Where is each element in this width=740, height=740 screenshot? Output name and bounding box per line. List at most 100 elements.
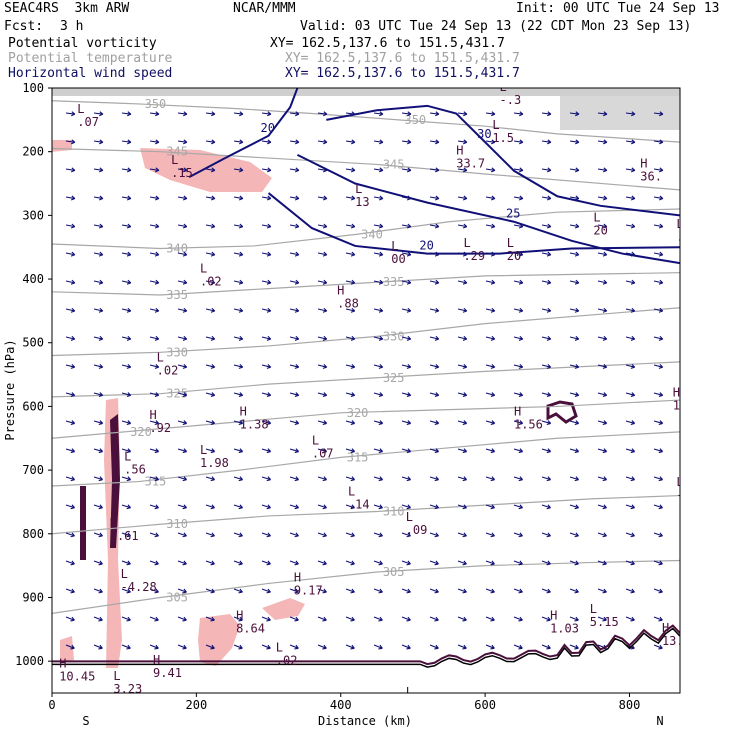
wind-arrow-200 [121, 363, 132, 369]
wind-arrow-235 [485, 392, 496, 397]
wind-arrow-403 [261, 616, 271, 622]
wind-arrow-417 [653, 616, 663, 622]
extremum-type-33: H [59, 656, 66, 670]
extremum-type-35: H [153, 653, 160, 667]
wind-arrow-20 [625, 111, 636, 117]
theta-contour-label-320-1: 320 [347, 406, 369, 420]
wind-arrow-280 [513, 448, 524, 454]
theta-contour-label-315-1: 315 [347, 450, 369, 464]
model-title: SEAC4RS 3km ARW [4, 1, 130, 16]
extremum-type-36: L [406, 685, 413, 699]
wind-arrow-236 [513, 392, 524, 397]
extremum-type-27: H [294, 570, 301, 584]
wind-arrow-170 [513, 307, 524, 313]
wind-arrow-74 [289, 195, 300, 201]
wind-arrow-2 [121, 111, 132, 117]
wind-arrow-216 [569, 363, 580, 369]
wind-arrow-70 [177, 195, 188, 201]
y-tick-label-3: 400 [22, 272, 44, 286]
extremum-value-11: .37 [676, 230, 698, 244]
wind-arrow-331 [93, 532, 103, 538]
wind-arrow-157 [149, 307, 160, 313]
pv-region-3 [198, 614, 240, 666]
wind-arrow-365 [429, 560, 439, 566]
theta-contour-label-305-0: 305 [166, 590, 188, 604]
wind-arrow-295 [317, 476, 328, 482]
extremum-type-21: H [514, 405, 521, 419]
wind-arrow-87 [653, 195, 664, 201]
wind-arrow-24 [121, 139, 132, 145]
wind-arrow-329 [653, 504, 663, 510]
wind-arrow-380 [233, 588, 243, 594]
wind-arrow-325 [541, 504, 551, 510]
x-tick-label-4: 800 [619, 698, 641, 712]
wind-arrow-257 [485, 420, 496, 426]
wind-arrow-361 [317, 560, 327, 566]
wind-arrow-105 [541, 223, 552, 229]
extremum-value-33: 10.45 [59, 669, 95, 683]
wind-arrow-382 [289, 588, 299, 594]
wind-arrow-102 [457, 223, 468, 229]
wind-arrow-132 [65, 279, 76, 285]
wind-arrow-270 [233, 448, 244, 454]
wind-arrow-80 [457, 195, 468, 201]
wind-arrow-188 [401, 335, 412, 341]
wind-arrow-285 [653, 448, 664, 454]
wind-arrow-149 [541, 279, 552, 285]
extremum-value-27: 9.17 [294, 583, 323, 597]
wind-arrow-409 [429, 616, 439, 622]
wind-arrow-419 [93, 644, 103, 650]
wind-arrow-11 [373, 111, 384, 117]
wind-arrow-421 [149, 644, 159, 650]
wind-arrow-176 [65, 335, 76, 341]
extremum-type-14: L [157, 351, 164, 365]
wind-arrow-92 [177, 223, 188, 229]
theta-contour-label-340-0: 340 [166, 241, 188, 255]
wind-arrow-347 [541, 532, 551, 538]
wind-arrow-406 [345, 616, 355, 622]
extremum-type-0: L [77, 102, 84, 116]
wind-arrow-180 [177, 335, 188, 341]
wind-arrow-5 [205, 111, 216, 117]
wind-arrow-293 [261, 476, 272, 482]
wind-arrow-364 [401, 560, 411, 566]
wind-arrow-313 [205, 504, 215, 510]
wind-arrow-252 [345, 420, 356, 426]
wind-arrow-265 [93, 448, 104, 454]
extremum-type-4: L [492, 118, 499, 132]
extremum-value-22: 1.31 [673, 399, 702, 413]
wind-arrow-174 [625, 307, 636, 313]
wind-arrow-397 [93, 616, 103, 622]
wind-arrow-258 [513, 420, 524, 426]
y-tick-label-2: 300 [22, 208, 44, 222]
wind-arrow-363 [373, 560, 383, 566]
wind-arrow-42 [625, 139, 636, 145]
wind-arrow-429 [373, 644, 383, 650]
x-tick-label-1: 200 [186, 698, 208, 712]
wind-arrow-46 [121, 167, 132, 173]
theta-contour-label-305-1: 305 [383, 565, 405, 579]
extremum-value-3: 33.7 [456, 157, 485, 171]
field-xy-pv: XY= 162.5,137.6 to 151.5,431.7 [270, 36, 505, 51]
wind-arrow-163 [317, 307, 328, 313]
y-axis-label: Pressure (hPa) [3, 339, 17, 440]
wind-arrow-290 [177, 476, 188, 482]
wind-arrow-275 [373, 448, 384, 454]
wind-arrow-198 [65, 363, 76, 369]
wind-arrow-91 [149, 223, 160, 229]
wind-arrow-79 [429, 195, 440, 201]
wind-arrow-152 [625, 279, 636, 285]
wind-arrow-391 [541, 588, 551, 594]
wind-arrow-360 [289, 560, 299, 566]
wind-arrow-138 [233, 279, 244, 285]
valid-time: Valid: 03 UTC Tue 24 Sep 13 (22 CDT Mon … [300, 19, 692, 34]
wind-arrow-193 [541, 335, 552, 341]
theta-contour-310 [52, 494, 680, 535]
wind-arrow-401 [205, 616, 215, 622]
y-tick-label-8: 900 [22, 590, 44, 604]
wind-arrow-408 [401, 616, 411, 622]
wind-arrow-151 [597, 279, 608, 285]
wind-arrow-242 [65, 420, 76, 426]
wind-arrow-240 [625, 392, 636, 397]
wind-arrow-7 [261, 111, 272, 117]
